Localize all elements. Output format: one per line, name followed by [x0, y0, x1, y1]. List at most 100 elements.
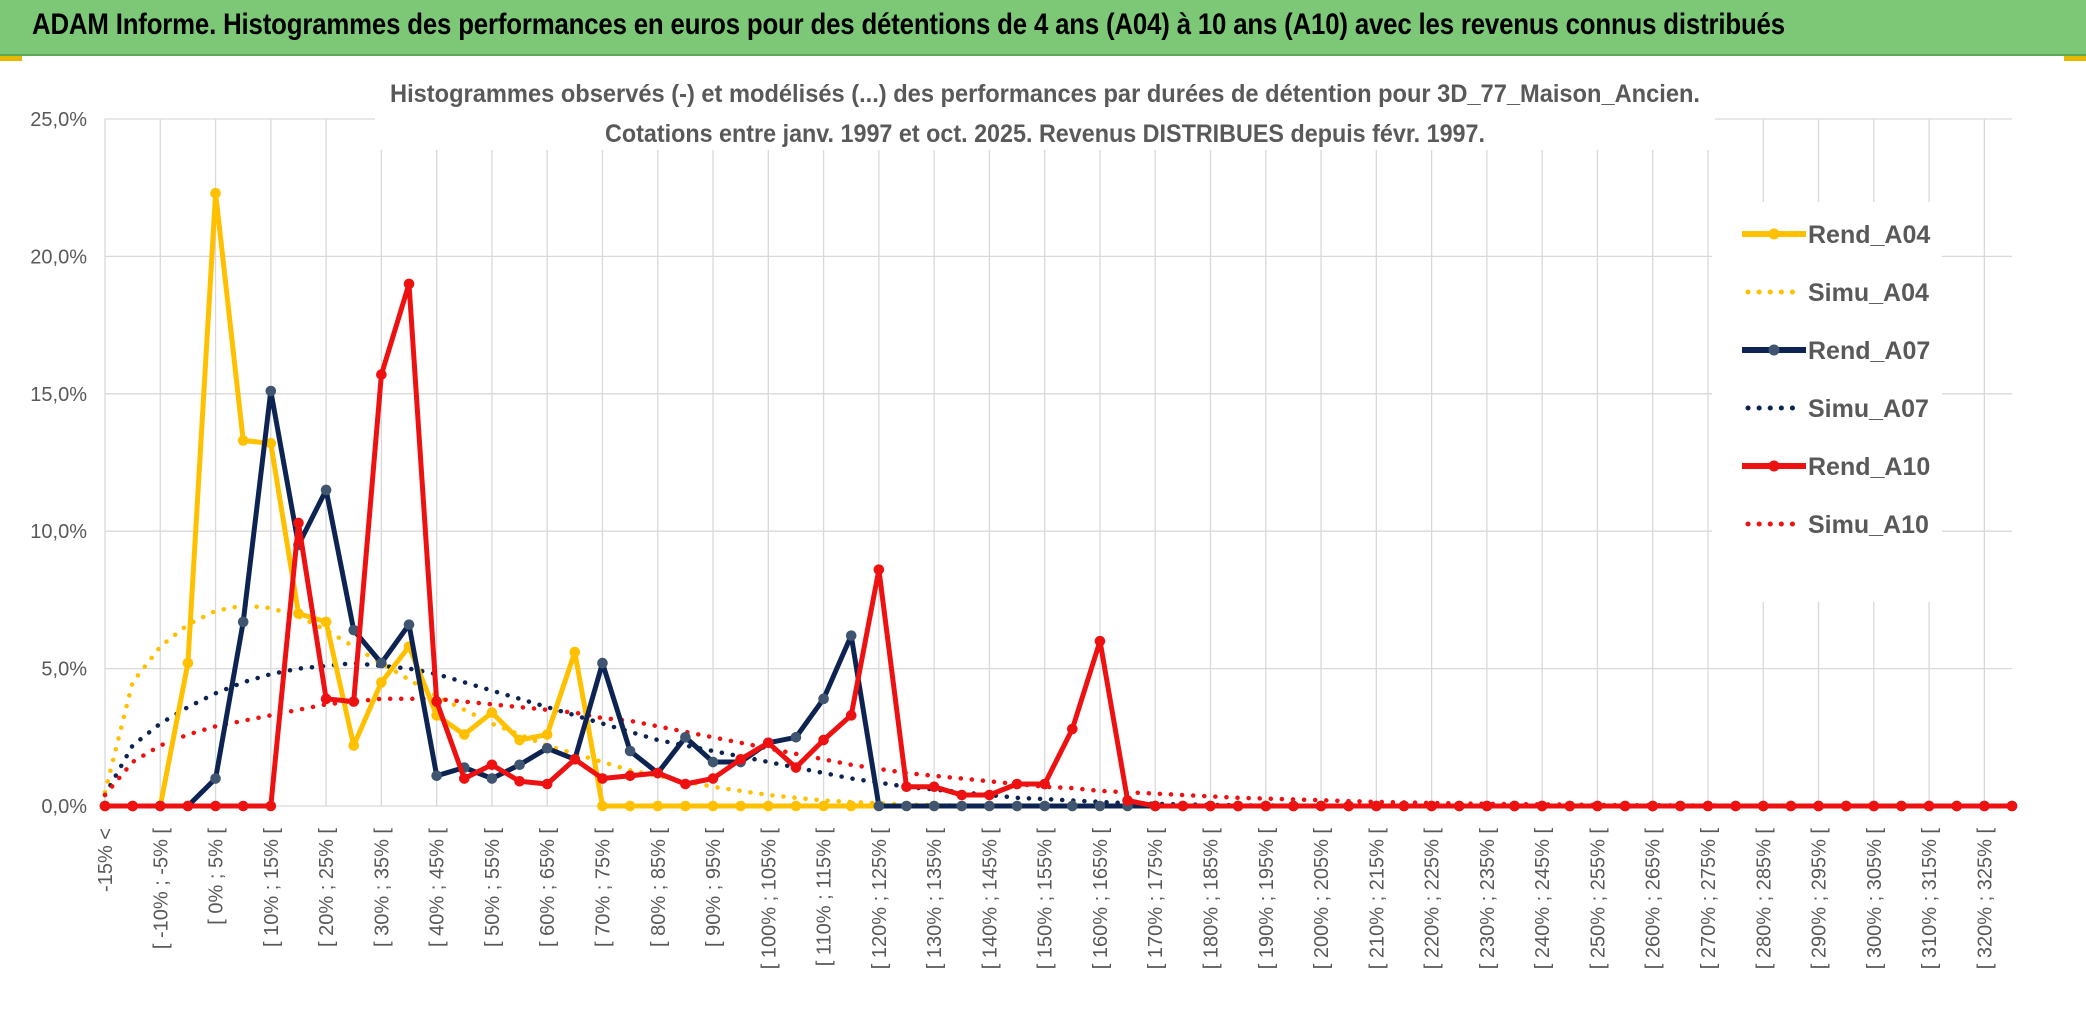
x-tick-label: [ 40% ; 45% [: [427, 828, 449, 947]
x-tick-label: [ 190% ; 195% [: [1256, 828, 1278, 970]
x-tick-label: [ 260% ; 265% [: [1643, 828, 1665, 970]
data-point-rend-a04: [597, 800, 608, 812]
data-point-rend-a04: [265, 437, 277, 449]
x-tick-label: [ 140% ; 145% [: [979, 828, 1001, 970]
data-point-rend-a10: [1371, 800, 1382, 812]
x-tick-label: [ 90% ; 95% [: [703, 828, 725, 947]
data-point-rend-a10: [1785, 800, 1797, 812]
data-point-rend-a10: [1343, 800, 1354, 812]
data-point-rend-a10: [1675, 800, 1686, 812]
data-point-rend-a07: [984, 800, 995, 812]
data-point-rend-a10: [845, 710, 857, 721]
data-point-rend-a10: [873, 564, 885, 575]
data-point-rend-a10: [1260, 800, 1272, 812]
data-point-rend-a10: [652, 767, 664, 779]
legend-box: [1712, 202, 1942, 602]
data-point-rend-a07: [1011, 800, 1023, 812]
data-point-rend-a04: [293, 608, 304, 619]
series-line-simu-a07: [102, 660, 2015, 809]
data-point-rend-a04: [735, 800, 746, 812]
x-tick-label: [ 80% ; 85% [: [648, 828, 670, 947]
x-tick-label: [ 170% ; 175% [: [1145, 828, 1167, 970]
data-point-rend-a10: [1840, 800, 1852, 812]
x-tick-label: [ 20% ; 25% [: [316, 828, 338, 947]
data-point-rend-a04: [790, 800, 802, 812]
data-point-rend-a07: [956, 800, 968, 812]
x-tick-label: [ 60% ; 65% [: [537, 828, 559, 947]
x-tick-label: [ 200% ; 205% [: [1311, 828, 1333, 970]
data-point-rend-a10: [1923, 800, 1935, 812]
data-point-rend-a07: [486, 773, 498, 784]
x-tick-label: [ 290% ; 295% [: [1809, 828, 1831, 970]
data-point-rend-a10: [1288, 800, 1299, 812]
data-point-rend-a10: [1149, 800, 1161, 812]
x-tick-label: [ 100% ; 105% [: [758, 828, 780, 970]
data-point-rend-a07: [818, 693, 829, 705]
data-point-rend-a10: [597, 773, 608, 784]
x-tick-label: [ 210% ; 215% [: [1366, 828, 1388, 970]
data-point-rend-a10: [541, 778, 553, 790]
data-point-rend-a04: [541, 729, 553, 740]
data-point-rend-a10: [1757, 800, 1769, 812]
data-point-rend-a10: [1094, 635, 1106, 647]
data-point-rend-a07: [320, 484, 332, 496]
data-point-rend-a07: [624, 745, 636, 757]
data-point-rend-a10: [680, 778, 691, 790]
data-point-rend-a04: [320, 616, 332, 628]
legend-label-simu-a10: Simu_A10: [1808, 511, 1929, 539]
data-point-rend-a10: [735, 753, 746, 765]
data-point-rend-a04: [237, 435, 249, 446]
data-point-rend-a10: [1177, 800, 1189, 812]
data-point-rend-a10: [818, 734, 829, 746]
data-point-rend-a07: [1067, 800, 1078, 812]
data-point-rend-a10: [2006, 800, 2018, 812]
data-point-rend-a10: [403, 278, 415, 290]
title-background: [375, 74, 1715, 110]
data-point-rend-a04: [514, 734, 525, 746]
series-line-rend-a10: [105, 281, 2012, 809]
x-tick-label: [ 220% ; 225% [: [1422, 828, 1444, 970]
title-background: [375, 114, 1715, 150]
x-tick-label: [ 70% ; 75% [: [592, 828, 614, 947]
corner-mark-left: [0, 56, 22, 61]
data-point-rend-a07: [928, 800, 940, 812]
y-tick-label: 15,0%: [30, 384, 87, 406]
data-point-rend-a10: [1979, 800, 1990, 812]
data-point-rend-a07: [514, 759, 525, 771]
data-point-rend-a10: [1067, 723, 1078, 735]
data-point-rend-a10: [1011, 778, 1023, 790]
data-point-rend-a10: [956, 789, 968, 801]
y-tick-label: 20,0%: [30, 246, 87, 268]
data-point-rend-a07: [845, 630, 857, 641]
data-point-rend-a10: [1896, 800, 1907, 812]
data-point-rend-a10: [1509, 800, 1520, 812]
data-point-rend-a07: [403, 619, 415, 630]
data-point-rend-a07: [265, 385, 277, 397]
x-tick-label: [ 270% ; 275% [: [1698, 828, 1720, 970]
data-point-rend-a10: [624, 770, 636, 782]
data-point-rend-a04: [845, 800, 857, 812]
data-point-rend-a10: [1592, 800, 1603, 812]
data-point-rend-a10: [1868, 800, 1880, 812]
corner-mark-right: [2064, 56, 2086, 61]
data-point-rend-a10: [1730, 800, 1741, 812]
data-point-rend-a10: [763, 737, 774, 749]
legend-label-rend-a04: Rend_A04: [1808, 221, 1930, 249]
data-point-rend-a10: [1315, 800, 1327, 812]
data-point-rend-a10: [707, 773, 719, 784]
data-point-rend-a04: [182, 657, 194, 669]
legend-label-rend-a07: Rend_A07: [1808, 337, 1930, 365]
data-point-rend-a10: [790, 762, 802, 773]
data-point-rend-a10: [928, 781, 940, 793]
x-tick-label: [ 250% ; 255% [: [1587, 828, 1609, 970]
x-tick-label: [ 300% ; 305% [: [1864, 828, 1886, 970]
data-point-rend-a07: [790, 732, 802, 743]
x-tick-label: [ 320% ; 325% [: [1974, 828, 1996, 970]
chart-title-line: Histogrammes observés (-) et modélisés (…: [390, 80, 1700, 108]
data-point-rend-a10: [265, 800, 277, 812]
data-point-rend-a10: [320, 693, 332, 705]
data-point-rend-a10: [458, 773, 470, 784]
data-point-rend-a04: [569, 646, 581, 658]
data-point-rend-a04: [818, 800, 829, 812]
